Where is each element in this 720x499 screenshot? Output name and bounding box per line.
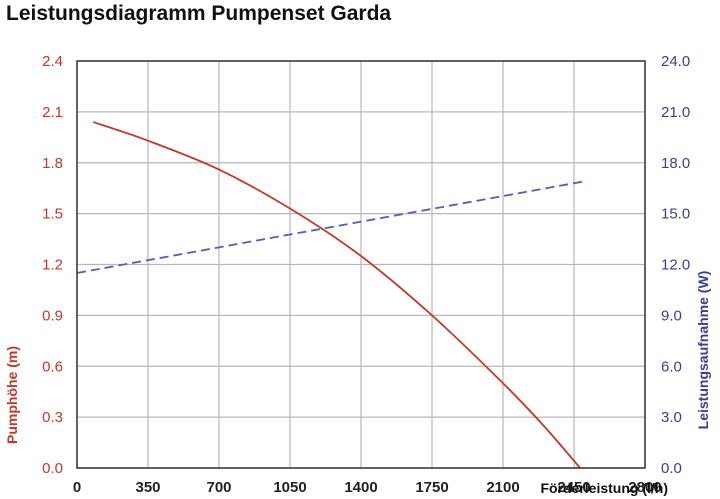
y-tick-label-right: 0.0 (661, 460, 682, 477)
y-axis-label-left: Pumphöhe (m) (4, 346, 20, 444)
x-tick-label: 1050 (273, 479, 306, 496)
y-tick-label-right: 9.0 (661, 307, 682, 324)
y-tick-label-right: 24.0 (661, 53, 690, 70)
series-layer (76, 121, 585, 469)
chart-title: Leistungsdiagramm Pumpenset Garda (6, 2, 392, 25)
x-axis-label: Förderleistung (l/h) (540, 480, 668, 496)
y-tick-label-left: 0.6 (42, 358, 63, 375)
plot-frame (76, 60, 646, 469)
x-tick-label: 700 (206, 479, 231, 496)
x-tick-label: 1400 (344, 479, 377, 496)
x-tick-label: 2100 (486, 479, 519, 496)
y-tick-label-right: 15.0 (661, 206, 690, 223)
x-tick-label: 2450 (557, 479, 590, 496)
pump-head-curve (92, 121, 581, 469)
y-tick-label-left: 1.2 (42, 257, 63, 274)
y-tick-label-left: 1.8 (42, 155, 63, 172)
x-tick-label: 1750 (415, 479, 448, 496)
y-tick-label-right: 21.0 (661, 104, 690, 121)
y-tick-label-right: 12.0 (661, 257, 690, 274)
y-tick-label-right: 6.0 (661, 358, 682, 375)
y-tick-label-right: 18.0 (661, 155, 690, 172)
power-consumption-line (76, 180, 585, 274)
y-tick-label-left: 2.1 (42, 104, 63, 121)
x-tick-label: 350 (135, 479, 160, 496)
y-tick-label-right: 3.0 (661, 409, 682, 426)
y-tick-label-left: 0.3 (42, 409, 63, 426)
y-tick-label-left: 0.0 (42, 460, 63, 477)
x-tick-label: 0 (73, 479, 81, 496)
y-tick-label-left: 0.9 (42, 307, 63, 324)
y-axis-label-right: Leistungsaufnahme (W) (695, 271, 711, 430)
x-tick-label: 2800 (628, 479, 661, 496)
tick-labels: 0 350 700 1050 1400 1750 2100 2450 28000.00.30.6… (42, 53, 690, 496)
y-tick-label-left: 2.4 (42, 53, 63, 70)
y-tick-label-left: 1.5 (42, 206, 63, 223)
grid (76, 60, 646, 469)
